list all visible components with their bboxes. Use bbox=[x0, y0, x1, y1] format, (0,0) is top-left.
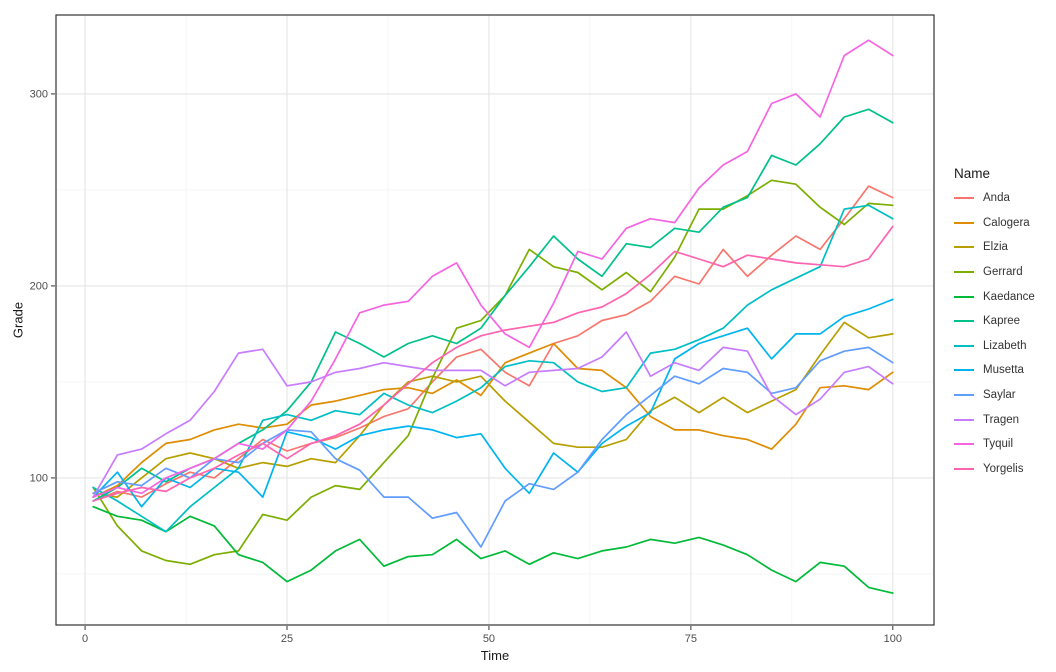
legend-label: Anda bbox=[983, 192, 1010, 205]
legend-label: Elzia bbox=[983, 241, 1008, 254]
x-tick-label: 25 bbox=[281, 633, 293, 645]
series-line-musetta bbox=[92, 298, 894, 508]
panel-background bbox=[56, 15, 934, 625]
series-line-tragen bbox=[92, 331, 894, 498]
legend-item-kaedance: Kaedance bbox=[954, 284, 1035, 309]
series-line-anda bbox=[92, 185, 894, 502]
series-line-kaedance bbox=[92, 505, 894, 594]
series-line-gerrard bbox=[92, 179, 894, 566]
y-axis-title: Grade bbox=[10, 301, 26, 339]
legend-item-kapree: Kapree bbox=[954, 309, 1035, 334]
legend: Name Anda Calogera Elzia Gerrard Kaedance Kap… bbox=[954, 166, 1035, 481]
legend-key-icon bbox=[954, 246, 974, 249]
legend-key-icon bbox=[954, 197, 974, 200]
legend-item-calogera: Calogera bbox=[954, 211, 1035, 236]
legend-item-musetta: Musetta bbox=[954, 358, 1035, 383]
x-tick-label: 75 bbox=[685, 633, 697, 645]
x-tick-label: 50 bbox=[483, 633, 495, 645]
legend-label: Lizabeth bbox=[983, 339, 1027, 352]
legend-item-lizabeth: Lizabeth bbox=[954, 334, 1035, 359]
panel-border bbox=[55, 14, 935, 626]
y-tick-label: 200 bbox=[30, 280, 48, 292]
x-tick-label: 0 bbox=[82, 633, 88, 645]
legend-label: Yorgelis bbox=[983, 462, 1024, 475]
series-line-yorgelis bbox=[92, 225, 894, 502]
legend-label: Tragen bbox=[983, 413, 1020, 426]
legend-item-yorgelis: Yorgelis bbox=[954, 457, 1035, 482]
legend-key-icon bbox=[954, 369, 974, 372]
legend-key-icon bbox=[954, 394, 974, 397]
legend-key-icon bbox=[954, 418, 974, 421]
legend-items: Anda Calogera Elzia Gerrard Kaedance Kapree Li… bbox=[954, 186, 1035, 481]
legend-key-icon bbox=[954, 320, 974, 323]
legend-item-anda: Anda bbox=[954, 186, 1035, 211]
series-line-tyquil bbox=[92, 39, 894, 498]
legend-label: Tyquil bbox=[983, 438, 1014, 451]
series-line-elzia bbox=[92, 321, 894, 498]
legend-item-tyquil: Tyquil bbox=[954, 432, 1035, 457]
legend-item-tragen: Tragen bbox=[954, 407, 1035, 432]
legend-label: Musetta bbox=[983, 364, 1024, 377]
legend-label: Kapree bbox=[983, 315, 1021, 328]
x-axis-title: Time bbox=[480, 648, 510, 663]
legend-key-icon bbox=[954, 467, 974, 470]
x-tick-label: 100 bbox=[884, 633, 902, 645]
legend-label: Kaedance bbox=[983, 290, 1035, 303]
legend-key-icon bbox=[954, 295, 974, 298]
y-tick-label: 300 bbox=[30, 88, 48, 100]
legend-key-icon bbox=[954, 344, 974, 347]
legend-item-gerrard: Gerrard bbox=[954, 260, 1035, 285]
legend-key-icon bbox=[954, 443, 974, 446]
legend-key-icon bbox=[954, 271, 974, 274]
legend-key-icon bbox=[954, 221, 974, 224]
legend-item-saylar: Saylar bbox=[954, 383, 1035, 408]
legend-title: Name bbox=[954, 166, 991, 181]
y-tick-label: 100 bbox=[30, 472, 48, 484]
legend-label: Saylar bbox=[983, 389, 1016, 402]
legend-item-elzia: Elzia bbox=[954, 235, 1035, 260]
legend-label: Calogera bbox=[983, 216, 1030, 229]
legend-label: Gerrard bbox=[983, 266, 1023, 279]
